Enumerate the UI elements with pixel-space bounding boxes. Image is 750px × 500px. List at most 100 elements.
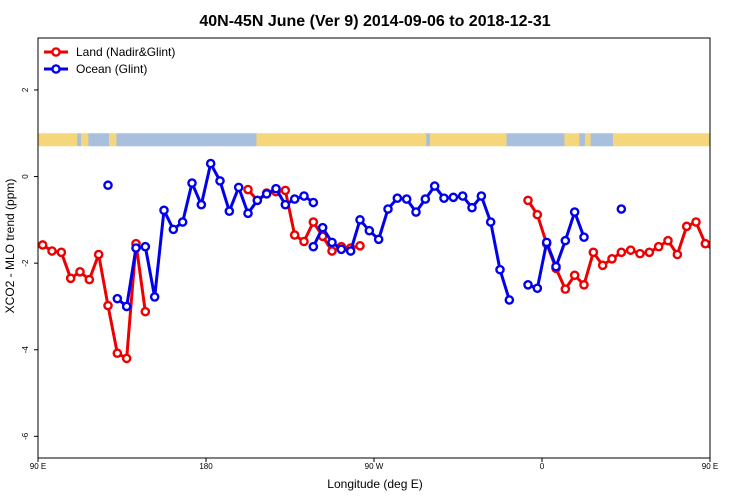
series-land-point — [588, 247, 599, 258]
series-ocean-point — [243, 208, 253, 219]
series-ocean-point — [149, 292, 160, 302]
series-ocean-point — [485, 217, 496, 227]
y-tick-label: -4 — [21, 346, 30, 354]
series-ocean-point — [401, 194, 412, 204]
band-segment-ocean — [579, 133, 586, 147]
series-ocean-point — [271, 183, 281, 194]
series-layer — [38, 158, 746, 364]
series-ocean-point — [541, 237, 552, 248]
band-segment-ocean — [590, 133, 614, 147]
series-land-line — [526, 199, 710, 291]
series-land-point — [720, 249, 727, 256]
series-land-point — [597, 260, 608, 271]
series-ocean-point — [439, 193, 449, 204]
series-land-point — [38, 240, 48, 250]
x-tick-label: 90 W — [365, 462, 384, 471]
y-axis: 2 0 -2 -4 -6 — [21, 87, 38, 440]
series-land-point — [653, 241, 664, 252]
series-ocean-point — [233, 182, 244, 193]
series-land-point — [355, 241, 365, 251]
band-segment-land — [430, 133, 507, 147]
series-land-point — [112, 348, 123, 359]
series-ocean-point — [336, 244, 347, 255]
series-ocean-point — [457, 191, 468, 201]
series-land-point — [121, 353, 132, 364]
series-land-point — [635, 248, 645, 259]
series-ocean-point — [177, 217, 188, 227]
surface-type-band — [38, 133, 711, 147]
band-segment-ocean — [506, 133, 565, 147]
band-segment-ocean — [426, 133, 431, 147]
series-ocean-point — [299, 191, 309, 201]
series-ocean-point — [317, 222, 328, 233]
series-land-point — [327, 246, 337, 256]
series-land-point — [569, 270, 580, 281]
series-ocean-point — [467, 202, 477, 213]
y-tick-label: 2 — [21, 87, 30, 92]
series-ocean-point — [495, 264, 505, 275]
series-land-point — [616, 247, 627, 258]
series-land-point — [103, 300, 113, 311]
series-land-point — [691, 217, 701, 227]
series-land-point — [140, 306, 151, 317]
x-tick-label: 90 E — [702, 462, 718, 471]
series-land-point — [644, 247, 655, 258]
series-land-point — [93, 249, 104, 260]
series-ocean-point — [504, 295, 515, 305]
band-segment-land — [564, 133, 580, 147]
x-tick-label: 90 E — [30, 462, 46, 471]
series-ocean-point — [196, 199, 207, 210]
band-segment-ocean — [88, 133, 110, 147]
series-ocean-point — [345, 246, 356, 256]
series-ocean-point — [579, 232, 589, 242]
series-ocean-point — [159, 205, 169, 216]
series-ocean-line — [116, 162, 315, 308]
series-ocean-point — [411, 207, 421, 217]
series-land-point — [308, 217, 319, 227]
series-land-point — [739, 268, 746, 275]
series-land-point — [532, 209, 543, 220]
series-ocean-point — [373, 234, 384, 245]
y-axis-label: XCO2 - MLO trend (ppm) — [3, 179, 17, 314]
x-axis-label: Longitude (deg E) — [327, 477, 422, 491]
series-ocean-point — [476, 191, 487, 201]
series-land-point — [681, 221, 692, 232]
series-ocean-point — [448, 192, 459, 203]
series-ocean-point — [224, 206, 235, 216]
series-land-point — [289, 230, 300, 240]
series-ocean-point — [523, 280, 533, 290]
series-ocean-point — [392, 193, 403, 204]
series-ocean-point — [261, 189, 272, 199]
series-ocean-point — [383, 204, 393, 214]
legend-land-marker — [51, 47, 61, 57]
series-land-point — [243, 184, 253, 195]
band-segment-land — [108, 133, 117, 147]
series-land-point — [709, 249, 710, 253]
series-land-point — [700, 238, 710, 249]
series-ocean-point — [616, 204, 627, 214]
series-ocean-point — [215, 176, 225, 186]
series-ocean-point — [420, 194, 431, 204]
series-ocean — [103, 158, 627, 312]
series-land-point — [730, 275, 737, 282]
series-land-point — [75, 267, 85, 277]
series-ocean-point — [429, 181, 440, 191]
band-segment-land — [256, 133, 427, 147]
series-ocean-point — [289, 194, 300, 204]
band-segment-land — [80, 133, 89, 147]
series-land-point — [47, 246, 57, 256]
series-ocean-point — [327, 237, 337, 248]
series-ocean-point — [551, 261, 561, 272]
series-land-point — [579, 280, 589, 290]
legend-ocean-label: Ocean (Glint) — [76, 62, 147, 76]
series-ocean-point — [569, 207, 580, 217]
band-segment-land — [584, 133, 591, 147]
legend-ocean-marker — [51, 64, 61, 74]
x-tick-label: 180 — [199, 462, 213, 471]
series-land-point — [560, 284, 571, 294]
band-segment-land — [38, 133, 78, 147]
series-ocean-point — [103, 180, 113, 191]
series-land-point — [523, 195, 533, 206]
series-land-point — [280, 185, 291, 196]
